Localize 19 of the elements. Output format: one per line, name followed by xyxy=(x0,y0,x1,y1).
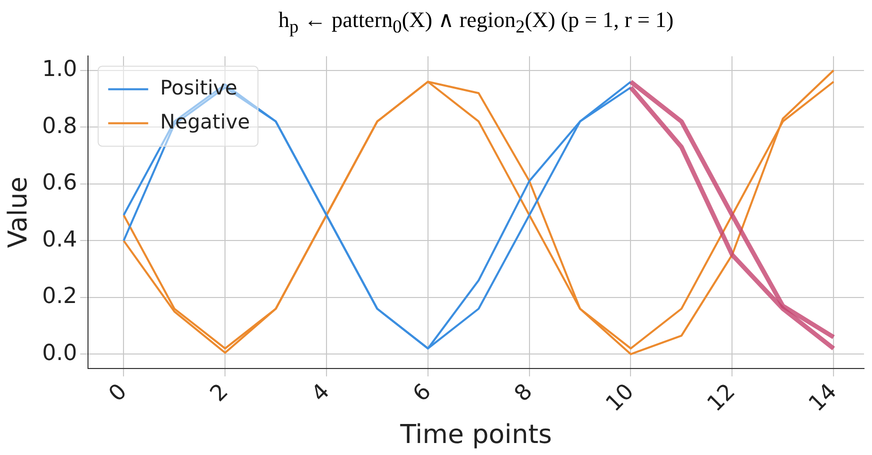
x-tick-label: 12 xyxy=(702,379,740,417)
y-tick-label: 0.2 xyxy=(42,284,78,310)
y-tick-label: 0.6 xyxy=(42,170,78,196)
x-axis-title: Time points xyxy=(399,420,552,450)
x-tick-label: 4 xyxy=(307,379,335,407)
x-tick-label: 2 xyxy=(206,379,234,407)
x-tick-label: 6 xyxy=(408,379,436,407)
legend-label: Positive xyxy=(160,75,238,100)
y-tick-label: 0.8 xyxy=(42,114,78,139)
y-tick-label: 1.0 xyxy=(42,57,78,82)
chart-title: h$_{p}$ ← pattern$_{0}$(X) ∧ region$_{2}$(X) (p = 1, r = 1) xyxy=(277,6,675,38)
x-tick-label: 0 xyxy=(104,379,132,407)
y-tick-label: 0.4 xyxy=(42,227,78,252)
y-axis-title: Value xyxy=(3,176,34,248)
x-tick-label: 14 xyxy=(804,379,842,417)
x-tick-label: 10 xyxy=(602,379,640,417)
legend-label: Negative xyxy=(160,109,250,134)
y-tick-label: 0.0 xyxy=(42,340,78,366)
x-tick-label: 8 xyxy=(510,379,538,407)
